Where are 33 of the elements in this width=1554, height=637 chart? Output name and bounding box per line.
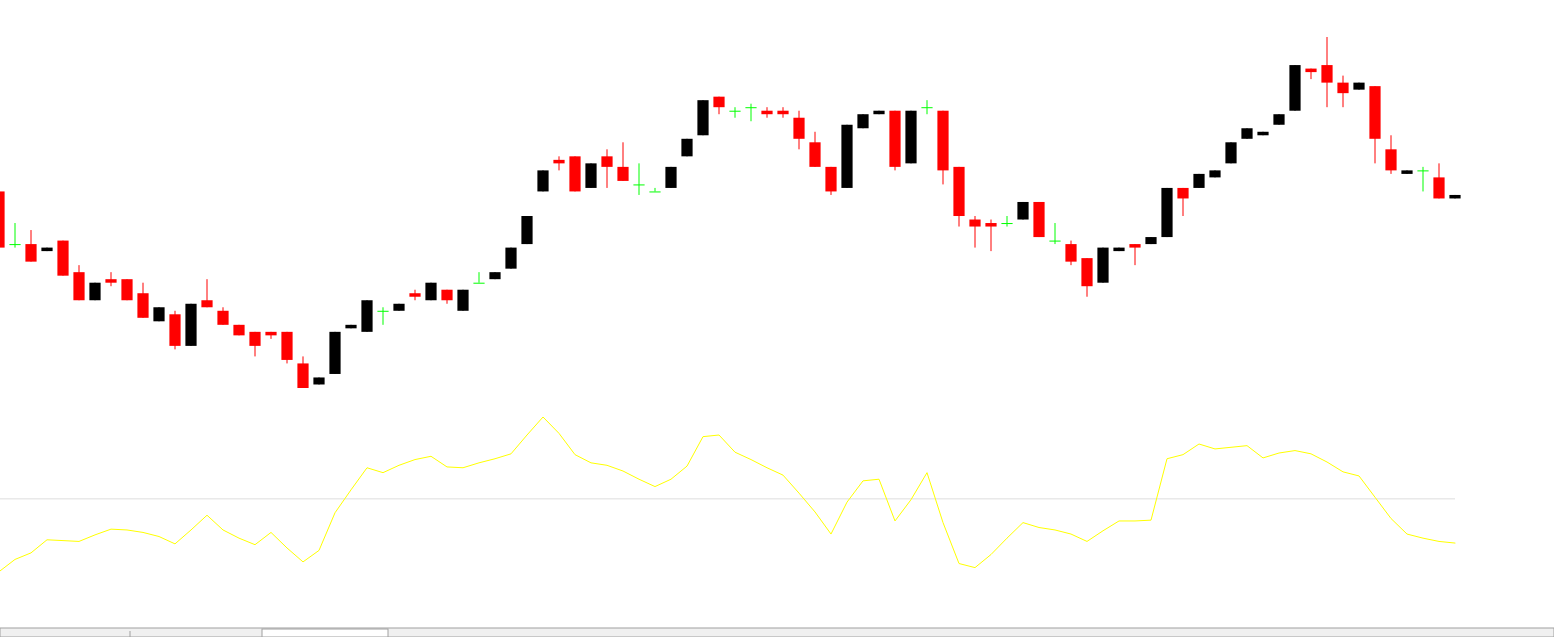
candlestick <box>377 306 389 326</box>
candlestick <box>9 222 21 249</box>
candlestick <box>1385 134 1397 175</box>
candlestick <box>1177 187 1189 217</box>
candlestick <box>649 187 661 193</box>
candlestick <box>1305 68 1317 80</box>
candlestick <box>201 278 213 308</box>
candlestick <box>793 110 805 150</box>
candlestick <box>25 229 37 263</box>
candlestick <box>1049 222 1061 245</box>
candlestick <box>409 289 421 301</box>
candlestick <box>969 215 981 249</box>
candlestick <box>473 271 485 284</box>
candlestick <box>729 106 741 119</box>
candlestick <box>617 141 629 182</box>
candlestick <box>1433 162 1445 199</box>
candlestick <box>105 271 117 287</box>
candlestick <box>745 103 757 122</box>
candlestick <box>1129 243 1141 266</box>
candlestick <box>985 219 997 252</box>
candlestick <box>777 106 789 119</box>
candlestick <box>1417 166 1429 192</box>
candlestick <box>265 331 277 340</box>
candlestick <box>249 331 261 357</box>
candlestick <box>921 99 933 115</box>
candlestick <box>1321 36 1333 108</box>
candlestick <box>633 162 645 196</box>
candlestick <box>761 106 773 119</box>
candlestick <box>601 148 613 189</box>
candlestick <box>1001 215 1013 228</box>
candlestick <box>1065 240 1077 266</box>
candlestick <box>553 155 565 171</box>
candlestick <box>1337 75 1349 108</box>
